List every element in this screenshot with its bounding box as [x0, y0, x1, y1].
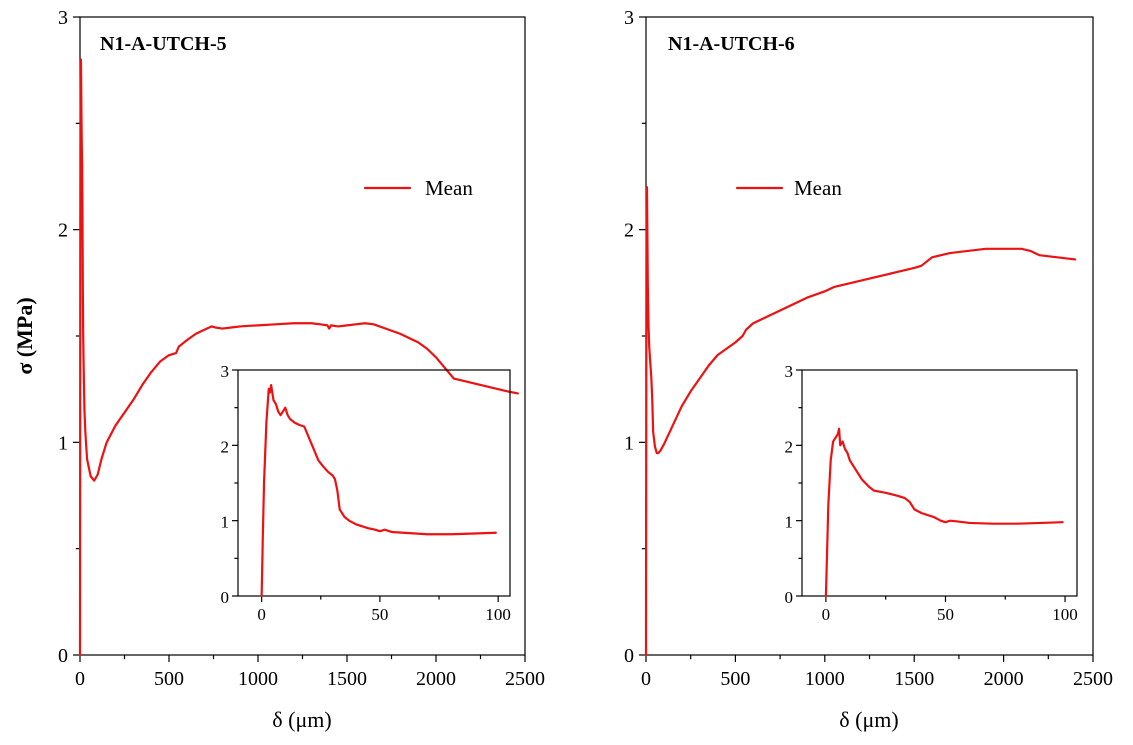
panel-2-inset-y-tick-label: 0 — [785, 588, 794, 607]
panel-1-x-tick-label: 2000 — [416, 668, 456, 690]
panel-1-inset-tick-labels: 0 50 100 0 1 2 3 — [221, 362, 511, 624]
panel-1-legend: Mean — [363, 176, 473, 200]
panel-1-y-tick-label: 0 — [58, 645, 68, 667]
panel-1-inset-x-tick-label: 0 — [257, 605, 266, 624]
panel-1-ticks — [73, 16, 526, 662]
panel-2-x-tick-label: 1500 — [894, 668, 934, 690]
panel-1-x-tick-label: 1500 — [327, 668, 367, 690]
panel-1-x-tick-label: 500 — [154, 668, 184, 690]
panel-1-inset-x-tick-label: 100 — [485, 605, 511, 624]
panel-2-series-mean-line — [644, 186, 1077, 657]
panel-1-legend-label: Mean — [425, 176, 473, 200]
panel-2-y-tick-label: 2 — [624, 220, 634, 242]
panel-1-series-mean-line — [78, 58, 519, 657]
panel-2-inset-ticks — [796, 369, 1066, 602]
panel-1-y-tick-label: 1 — [58, 432, 68, 454]
panel-2-x-tick-label: 500 — [720, 668, 750, 690]
panel-1-inset-y-tick-label: 2 — [221, 437, 230, 456]
panel-1-inset-frame — [237, 369, 511, 597]
panel-2-inset-x-tick-label: 100 — [1052, 605, 1078, 624]
panel-1-x-tick-label: 2500 — [505, 668, 545, 690]
panel-2-x-tick-label: 1000 — [805, 668, 845, 690]
panel-1-inset-y-tick-label: 0 — [221, 588, 230, 607]
panel-1-inset: 0 50 100 0 1 2 3 — [221, 362, 511, 624]
panel-2-inset-y-tick-label: 1 — [785, 513, 794, 532]
panel-2-title: N1-A-UTCH-6 — [668, 33, 795, 55]
panel-2-x-axis-title: δ (μm) — [839, 707, 898, 732]
panel-2-inset: 0 50 100 0 1 2 3 — [785, 362, 1078, 624]
panel-1-y-tick-label: 2 — [58, 220, 68, 242]
panel-2-inset-y-tick-label: 3 — [785, 362, 794, 381]
panel-1-inset-y-tick-label: 1 — [221, 513, 230, 532]
panel-1-y-tick-label: 3 — [58, 7, 68, 29]
panel-2-y-tick-label: 1 — [624, 432, 634, 454]
panel-1-x-tick-label: 1000 — [238, 668, 278, 690]
panel-2-inset-x-tick-label: 50 — [937, 605, 954, 624]
panel-1-x-tick-label: 0 — [75, 668, 85, 690]
panel-1-y-axis-title: σ (MPa) — [12, 297, 37, 374]
panel-1-x-axis-title: δ (μm) — [272, 707, 331, 732]
panel-2-legend-label: Mean — [794, 176, 842, 200]
panel-2-inset-y-tick-label: 2 — [785, 437, 794, 456]
panel-2-inset-x-tick-label: 0 — [822, 605, 831, 624]
panel-1-inset-series-line — [260, 383, 497, 598]
panel-2-inset-frame — [801, 369, 1078, 597]
panel-2-y-tick-label: 0 — [624, 645, 634, 667]
panel-1-title: N1-A-UTCH-5 — [100, 33, 227, 55]
panel-2-frame — [645, 16, 1094, 656]
panel-2-y-tick-label: 3 — [624, 7, 634, 29]
panel-2-legend: Mean — [735, 176, 842, 200]
panel-2-x-tick-label: 0 — [641, 668, 651, 690]
panel-2-x-tick-label: 2000 — [984, 668, 1024, 690]
panel-2-inset-series-line — [824, 427, 1064, 598]
panel-1-inset-x-tick-label: 50 — [371, 605, 388, 624]
panel-1-frame — [79, 16, 526, 656]
panel-2-inset-tick-labels: 0 50 100 0 1 2 3 — [785, 362, 1078, 624]
panel-1-inset-ticks — [232, 369, 499, 602]
panel-2-x-tick-label: 2500 — [1073, 668, 1113, 690]
panel-1-inset-y-tick-label: 3 — [221, 362, 230, 381]
panel-2-ticks — [639, 16, 1094, 662]
